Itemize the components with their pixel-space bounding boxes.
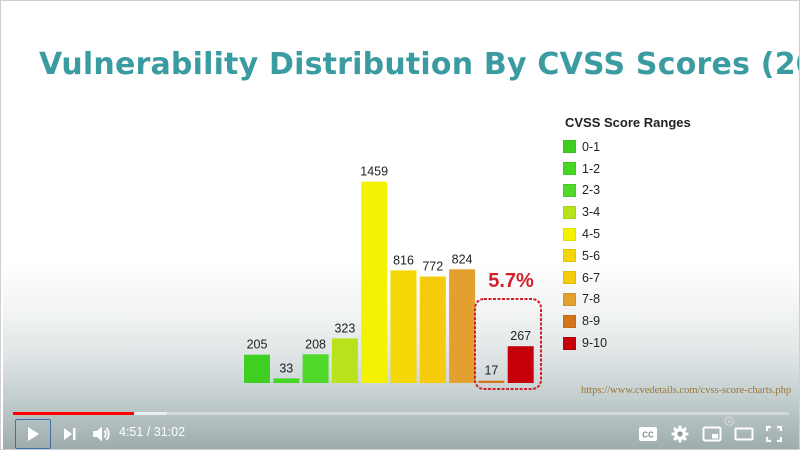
- bar-value-label: 33: [279, 361, 293, 375]
- highlight-callout: 5.7%: [474, 270, 542, 390]
- legend-label: 3-4: [582, 205, 601, 220]
- legend-item: 8-9: [563, 310, 691, 332]
- legend-item: 3-4: [563, 201, 691, 223]
- current-time: 4:51: [119, 425, 144, 439]
- miniplayer-button[interactable]: [699, 421, 725, 447]
- captions-button[interactable]: CC: [635, 421, 661, 447]
- miniplayer-icon: [702, 426, 722, 442]
- settings-button[interactable]: [667, 421, 693, 447]
- legend-swatch: [563, 249, 576, 263]
- legend-item: 7-8: [563, 289, 691, 311]
- bar-value-label: 772: [422, 260, 443, 274]
- time-display: 4:51 / 31:02: [119, 425, 185, 439]
- theater-icon: [734, 427, 754, 441]
- play-button[interactable]: [15, 419, 51, 449]
- legend-label: 9-10: [582, 336, 608, 351]
- legend-item: 1-2: [563, 158, 691, 180]
- legend-swatch: [563, 162, 576, 176]
- bar-value-label: 267: [510, 329, 531, 343]
- bar-5-6: [390, 270, 417, 383]
- legend-item: 0-1: [563, 136, 691, 158]
- channel-watermark: ⊙: [723, 412, 736, 430]
- legend-swatch: [563, 314, 576, 328]
- bar-value-label: 17: [484, 364, 498, 378]
- slide-title: Vulnerability Distribution By CVSS Score…: [39, 47, 800, 82]
- volume-icon: [93, 426, 110, 442]
- bar-value-label: 205: [247, 338, 268, 352]
- bar-value-label: 1459: [360, 165, 388, 179]
- time-separator: /: [143, 425, 154, 439]
- progress-played: [13, 412, 134, 415]
- bar-value-label: 208: [305, 337, 326, 351]
- legend-label: 1-2: [582, 161, 601, 176]
- theater-button[interactable]: [731, 421, 757, 447]
- legend-item: 4-5: [563, 223, 691, 245]
- volume-button[interactable]: [89, 421, 115, 447]
- player-controls: 4:51 / 31:02 CC: [1, 417, 799, 449]
- bar-value-label: 824: [452, 252, 473, 266]
- bar-8-9: [478, 380, 505, 383]
- legend-swatch: [563, 140, 576, 154]
- legend-swatch: [563, 271, 576, 285]
- fullscreen-button[interactable]: [761, 421, 787, 447]
- legend-label: 6-7: [582, 270, 601, 285]
- legend-swatch: [563, 227, 576, 241]
- bars-group: [244, 181, 534, 383]
- svg-text:CC: CC: [642, 431, 654, 440]
- legend-label: 8-9: [582, 314, 601, 329]
- source-link[interactable]: https://www.cvedetails.com/cvss-score-ch…: [581, 385, 792, 396]
- legend-swatch: [563, 292, 576, 306]
- bar-0-1: [244, 354, 270, 383]
- skip-next-icon: [64, 428, 76, 440]
- value-labels-group: 205 33 208 323 1459 816 772 824 17 267: [247, 165, 532, 378]
- fullscreen-icon: [766, 426, 782, 442]
- bar-3-4: [331, 338, 358, 383]
- bar-9-10: [507, 346, 534, 383]
- legend-swatch: [563, 205, 576, 219]
- legend-item: 5-6: [563, 245, 691, 267]
- legend-swatch: [563, 183, 576, 197]
- bar-value-label: 323: [334, 321, 355, 335]
- legend-item: 6-7: [563, 267, 691, 289]
- video-slide: Vulnerability Distribution By CVSS Score…: [3, 3, 799, 449]
- bar-7-8: [449, 269, 476, 383]
- legend-label: 7-8: [582, 292, 601, 307]
- bar-2-3: [302, 354, 329, 383]
- highlight-percentage: 5.7%: [488, 270, 534, 292]
- chart-legend: CVSS Score Ranges 0-1 1-2 2-3 3-4 4-5 5-6 6-7 7…: [563, 115, 691, 354]
- gear-icon: [671, 425, 689, 443]
- legend-label: 4-5: [582, 227, 601, 242]
- cvss-bar-chart: 205 33 208 323 1459 816 772 824 17 267 5.7%: [244, 165, 542, 390]
- duration: 31:02: [153, 425, 186, 439]
- legend-label: 2-3: [582, 183, 601, 198]
- play-icon: [28, 427, 39, 441]
- legend-swatch: [563, 336, 576, 350]
- bar-value-label: 816: [393, 253, 414, 267]
- bar-6-7: [419, 276, 446, 383]
- legend-label: 5-6: [582, 248, 601, 263]
- legend-title: CVSS Score Ranges: [565, 115, 691, 130]
- legend-item: 9-10: [563, 332, 691, 354]
- bar-1-2: [273, 378, 300, 383]
- highlight-box: [474, 298, 542, 390]
- legend-item: 2-3: [563, 180, 691, 202]
- bar-4-5: [361, 181, 388, 383]
- progress-bar[interactable]: [13, 412, 789, 415]
- legend-label: 0-1: [582, 139, 601, 154]
- next-button[interactable]: [57, 421, 83, 447]
- captions-icon: CC: [639, 427, 657, 441]
